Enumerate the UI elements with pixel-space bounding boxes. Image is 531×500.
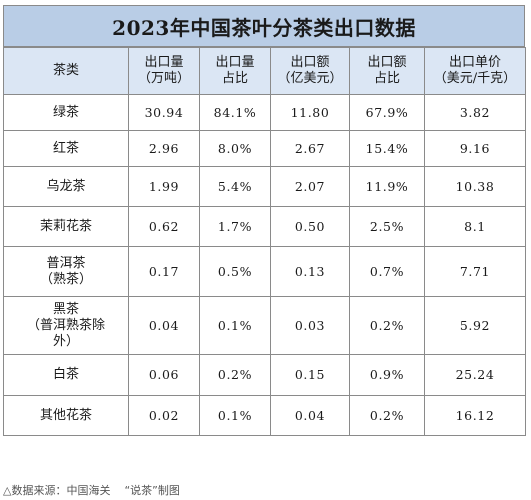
- header-tea-type: 茶类: [3, 47, 129, 95]
- header-row: 茶类 出口量 （万吨） 出口量 占比 出口额 （亿美元） 出口额 占比 出口单价 （美元/千克）: [3, 47, 526, 95]
- tea-type-text: 红茶: [52, 140, 79, 156]
- table-row: 红茶 2.96 8.0% 2.67 15.4% 9.16: [3, 130, 526, 167]
- cell-unit-price: 8.1: [424, 206, 526, 247]
- cell-export-volume: 1.99: [128, 166, 200, 207]
- cell-tea-type: 茉莉花茶: [3, 206, 129, 247]
- header-text: （美元/千克）: [433, 71, 517, 86]
- table-row: 绿茶 30.94 84.1% 11.80 67.9% 3.82: [3, 94, 526, 131]
- cell-tea-type: 乌龙茶: [3, 166, 129, 207]
- header-text: 出口额: [290, 55, 330, 70]
- cell-tea-type: 绿茶: [3, 94, 129, 131]
- cell-volume-share: 5.4%: [199, 166, 271, 207]
- cell-export-value: 0.04: [270, 395, 350, 436]
- cell-export-volume: 0.62: [128, 206, 200, 247]
- tea-type-text: 茉莉花茶: [39, 218, 92, 234]
- tea-type-text: 外）: [52, 333, 79, 349]
- tea-type-text: （普洱熟茶除: [26, 317, 105, 333]
- table-row: 乌龙茶 1.99 5.4% 2.07 11.9% 10.38: [3, 166, 526, 207]
- cell-export-volume: 0.06: [128, 354, 200, 396]
- cell-export-value: 2.07: [270, 166, 350, 207]
- cell-export-value: 0.03: [270, 296, 350, 355]
- cell-value-share: 2.5%: [349, 206, 425, 247]
- tea-type-text: 普洱茶: [46, 255, 86, 271]
- table-title: 2023年中国茶叶分茶类出口数据: [3, 5, 525, 47]
- tea-type-text: 黑茶: [52, 301, 79, 317]
- cell-volume-share: 1.7%: [199, 206, 271, 247]
- cell-volume-share: 8.0%: [199, 130, 271, 167]
- table-row: 普洱茶 （熟茶） 0.17 0.5% 0.13 0.7% 7.71: [3, 246, 526, 297]
- header-text: 出口量: [144, 55, 184, 70]
- header-value-share: 出口额 占比: [349, 47, 425, 95]
- table-body: 绿茶 30.94 84.1% 11.80 67.9% 3.82 红茶 2.96 8.0% 2.67…: [3, 94, 526, 436]
- cell-export-value: 11.80: [270, 94, 350, 131]
- cell-export-volume: 0.17: [128, 246, 200, 297]
- cell-value-share: 67.9%: [349, 94, 425, 131]
- cell-export-value: 0.50: [270, 206, 350, 247]
- cell-tea-type: 普洱茶 （熟茶）: [3, 246, 129, 297]
- cell-export-value: 0.15: [270, 354, 350, 396]
- header-volume-share: 出口量 占比: [199, 47, 271, 95]
- cell-export-volume: 2.96: [128, 130, 200, 167]
- tea-type-text: （熟茶）: [39, 271, 92, 287]
- header-unit-price: 出口单价 （美元/千克）: [424, 47, 526, 95]
- cell-value-share: 0.7%: [349, 246, 425, 297]
- cell-volume-share: 0.1%: [199, 395, 271, 436]
- cell-value-share: 11.9%: [349, 166, 425, 207]
- cell-unit-price: 3.82: [424, 94, 526, 131]
- table-row: 黑茶 （普洱熟茶除 外） 0.04 0.1% 0.03 0.2% 5.92: [3, 296, 526, 355]
- cell-export-volume: 0.02: [128, 395, 200, 436]
- cell-volume-share: 0.2%: [199, 354, 271, 396]
- chart-credit: “说茶”制图: [124, 484, 180, 497]
- cell-export-volume: 0.04: [128, 296, 200, 355]
- cell-tea-type: 其他花茶: [3, 395, 129, 436]
- table-row: 白茶 0.06 0.2% 0.15 0.9% 25.24: [3, 354, 526, 396]
- header-text: 茶类: [52, 63, 79, 78]
- cell-value-share: 15.4%: [349, 130, 425, 167]
- source-note: △数据来源：中国海关 “说茶”制图: [3, 482, 180, 498]
- cell-tea-type: 红茶: [3, 130, 129, 167]
- header-export-volume: 出口量 （万吨）: [128, 47, 200, 95]
- table-row: 其他花茶 0.02 0.1% 0.04 0.2% 16.12: [3, 395, 526, 436]
- tea-type-text: 乌龙茶: [46, 178, 86, 194]
- header-text: 占比: [373, 71, 400, 86]
- tea-type-text: 其他花茶: [39, 407, 92, 423]
- cell-value-share: 0.9%: [349, 354, 425, 396]
- cell-unit-price: 7.71: [424, 246, 526, 297]
- cell-export-value: 2.67: [270, 130, 350, 167]
- table-row: 茉莉花茶 0.62 1.7% 0.50 2.5% 8.1: [3, 206, 526, 247]
- tea-export-table: 2023年中国茶叶分茶类出口数据 茶类 出口量 （万吨） 出口量 占比 出口额 （亿美元）出…: [3, 5, 526, 436]
- cell-unit-price: 5.92: [424, 296, 526, 355]
- cell-tea-type: 白茶: [3, 354, 129, 396]
- cell-unit-price: 10.38: [424, 166, 526, 207]
- cell-tea-type: 黑茶 （普洱熟茶除 外）: [3, 296, 129, 355]
- header-text: 出口单价: [448, 55, 501, 70]
- cell-value-share: 0.2%: [349, 395, 425, 436]
- cell-unit-price: 25.24: [424, 354, 526, 396]
- cell-unit-price: 16.12: [424, 395, 526, 436]
- header-text: 出口量: [215, 55, 255, 70]
- cell-export-volume: 30.94: [128, 94, 200, 131]
- cell-value-share: 0.2%: [349, 296, 425, 355]
- cell-volume-share: 84.1%: [199, 94, 271, 131]
- header-text: （万吨）: [137, 71, 190, 86]
- cell-unit-price: 9.16: [424, 130, 526, 167]
- cell-volume-share: 0.5%: [199, 246, 271, 297]
- header-text: （亿美元）: [277, 71, 343, 86]
- data-source: △数据来源：中国海关: [3, 484, 111, 497]
- header-text: 占比: [221, 71, 248, 86]
- cell-export-value: 0.13: [270, 246, 350, 297]
- header-export-value: 出口额 （亿美元）: [270, 47, 350, 95]
- data-table: 茶类 出口量 （万吨） 出口量 占比 出口额 （亿美元） 出口额 占比 出口单价 （美元/千克） 绿…: [3, 47, 526, 436]
- header-text: 出口额: [367, 55, 407, 70]
- tea-type-text: 绿茶: [52, 104, 79, 120]
- cell-volume-share: 0.1%: [199, 296, 271, 355]
- tea-type-text: 白茶: [52, 367, 79, 382]
